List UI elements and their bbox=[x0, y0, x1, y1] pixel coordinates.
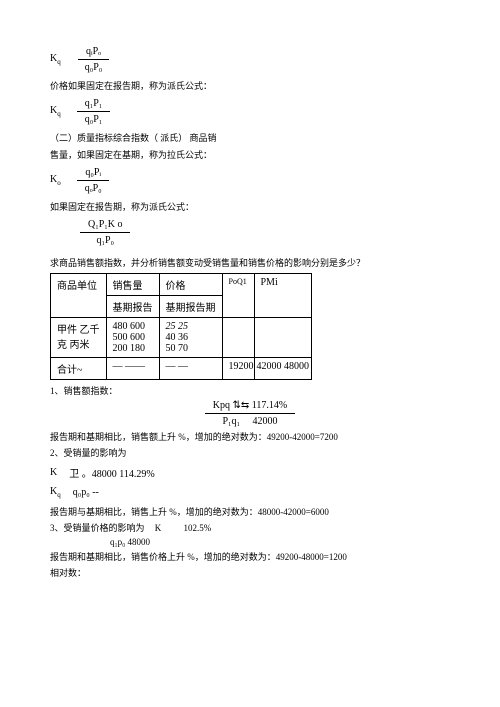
formula-qp: Q₁P₁K o q₁P₀ bbox=[50, 219, 450, 246]
cell-total-price: — — bbox=[159, 358, 222, 380]
cell-total-v2: 42000 48000 bbox=[254, 358, 312, 380]
text-paishi-1: 价格如果固定在报告期，称为派氏公式： bbox=[50, 79, 450, 92]
formula-kq-den: Kq q₀p₀ -- bbox=[50, 486, 450, 499]
formula-kq-1: Kq qᵢPₒ q₀P₀ bbox=[50, 46, 450, 73]
cell-total-v1: 19200 bbox=[222, 358, 254, 380]
table-total-row: 合计~ — —— — — 19200 42000 48000 bbox=[51, 358, 312, 380]
col-sales-period: 基期报告 bbox=[106, 296, 159, 318]
section3-den: q₁p₀ 48000 bbox=[110, 537, 450, 547]
text-question: 求商品销售额指数，并分析销售额变动受销售量和销售价格的影响分别是多少？ bbox=[50, 256, 450, 269]
col-pmi: PMi bbox=[254, 274, 312, 318]
section1-title: 1、销售额指数： bbox=[50, 384, 450, 397]
cell-price-values: 25 25 40 36 50 70 bbox=[159, 318, 222, 358]
formula-label: Ko bbox=[50, 174, 61, 187]
result-line-1: 报告期和基期相比，销售额上升 %，增加的绝对数为：49200-42000=720… bbox=[50, 430, 450, 443]
result-line-3: 报告期和基期相比，销售价格上升 %，增加的绝对数为：49200-48000=12… bbox=[50, 550, 450, 563]
text-lashi: 售量，如果固定在基期，称为拉氏公式： bbox=[50, 148, 450, 161]
cell-products: 甲件 乙千 克 丙米 bbox=[51, 318, 107, 358]
sales-table: 商品单位 销售量 价格 PoQ1 PMi 基期报告 基期报告期 甲件 乙千 克 … bbox=[50, 273, 312, 380]
table-data-row: 甲件 乙千 克 丙米 480 600 500 600 200 180 25 25… bbox=[51, 318, 312, 358]
cell-empty bbox=[222, 318, 254, 358]
numerator: Kpq ⇅⇆ 117.14% bbox=[205, 400, 295, 414]
denominator: q₀P₁ bbox=[77, 112, 111, 125]
text-quality-index: （二）质量指标综合指数（ 派氏） 商品销 bbox=[50, 131, 450, 144]
denominator: qₒP₀ bbox=[77, 181, 110, 194]
fraction: qᵢPₒ q₀P₀ bbox=[77, 46, 111, 73]
numerator: q₁P₁ bbox=[77, 98, 111, 112]
section1-formula: Kpq ⇅⇆ 117.14% P₁q₁ 42000 bbox=[50, 400, 450, 427]
section2-title: 2、受销量的影响为 bbox=[50, 446, 450, 459]
fraction: Q₁P₁K o q₁P₀ bbox=[80, 219, 130, 246]
col-price: 价格 bbox=[159, 274, 222, 296]
formula-text: 卫 。48000 114.29% bbox=[69, 465, 154, 480]
section3-line: 3、受销量价格的影响为 K 102.5% bbox=[50, 521, 450, 534]
denominator: P₁q₁ 42000 bbox=[214, 414, 285, 427]
cell-sales-values: 480 600 500 600 200 180 bbox=[106, 318, 159, 358]
denominator: q₀P₀ bbox=[77, 60, 111, 73]
col-sales: 销售量 bbox=[106, 274, 159, 296]
table-header-row: 商品单位 销售量 价格 PoQ1 PMi bbox=[51, 274, 312, 296]
formula-label: Kq bbox=[50, 105, 61, 118]
formula-ko: Ko q₀Pᵢ qₒP₀ bbox=[50, 167, 450, 194]
formula-den: q₀p₀ -- bbox=[73, 487, 99, 498]
col-price-period: 基期报告期 bbox=[159, 296, 222, 318]
cell-total-label: 合计~ bbox=[51, 358, 107, 380]
numerator: qᵢPₒ bbox=[78, 46, 109, 60]
text-paishi-2: 如果固定在报告期，称为派氏公式： bbox=[50, 200, 450, 213]
result-line-2: 报告期与基期相比，销售上升 %，增加的绝对数为：48000-42000=6000 bbox=[50, 505, 450, 518]
numerator: q₀Pᵢ bbox=[77, 167, 109, 181]
col-product: 商品单位 bbox=[51, 274, 107, 318]
fraction: Kpq ⇅⇆ 117.14% P₁q₁ 42000 bbox=[205, 400, 295, 427]
formula-label: Kq bbox=[50, 53, 61, 66]
fraction: q₁P₁ q₀P₁ bbox=[77, 98, 111, 125]
formula-kq-2: Kq q₁P₁ q₀P₁ bbox=[50, 98, 450, 125]
result-line-4: 相对数： bbox=[50, 566, 450, 579]
formula-label: K bbox=[50, 467, 57, 478]
formula-k-48000: K 卫 。48000 114.29% bbox=[50, 465, 450, 480]
col-poq1: PoQ1 bbox=[222, 274, 254, 318]
denominator: q₁P₀ bbox=[88, 233, 122, 246]
cell-total-sales: — —— bbox=[106, 358, 159, 380]
cell-empty bbox=[254, 318, 312, 358]
numerator: Q₁P₁K o bbox=[80, 219, 130, 233]
fraction: q₀Pᵢ qₒP₀ bbox=[77, 167, 110, 194]
formula-label: Kq bbox=[50, 486, 61, 499]
